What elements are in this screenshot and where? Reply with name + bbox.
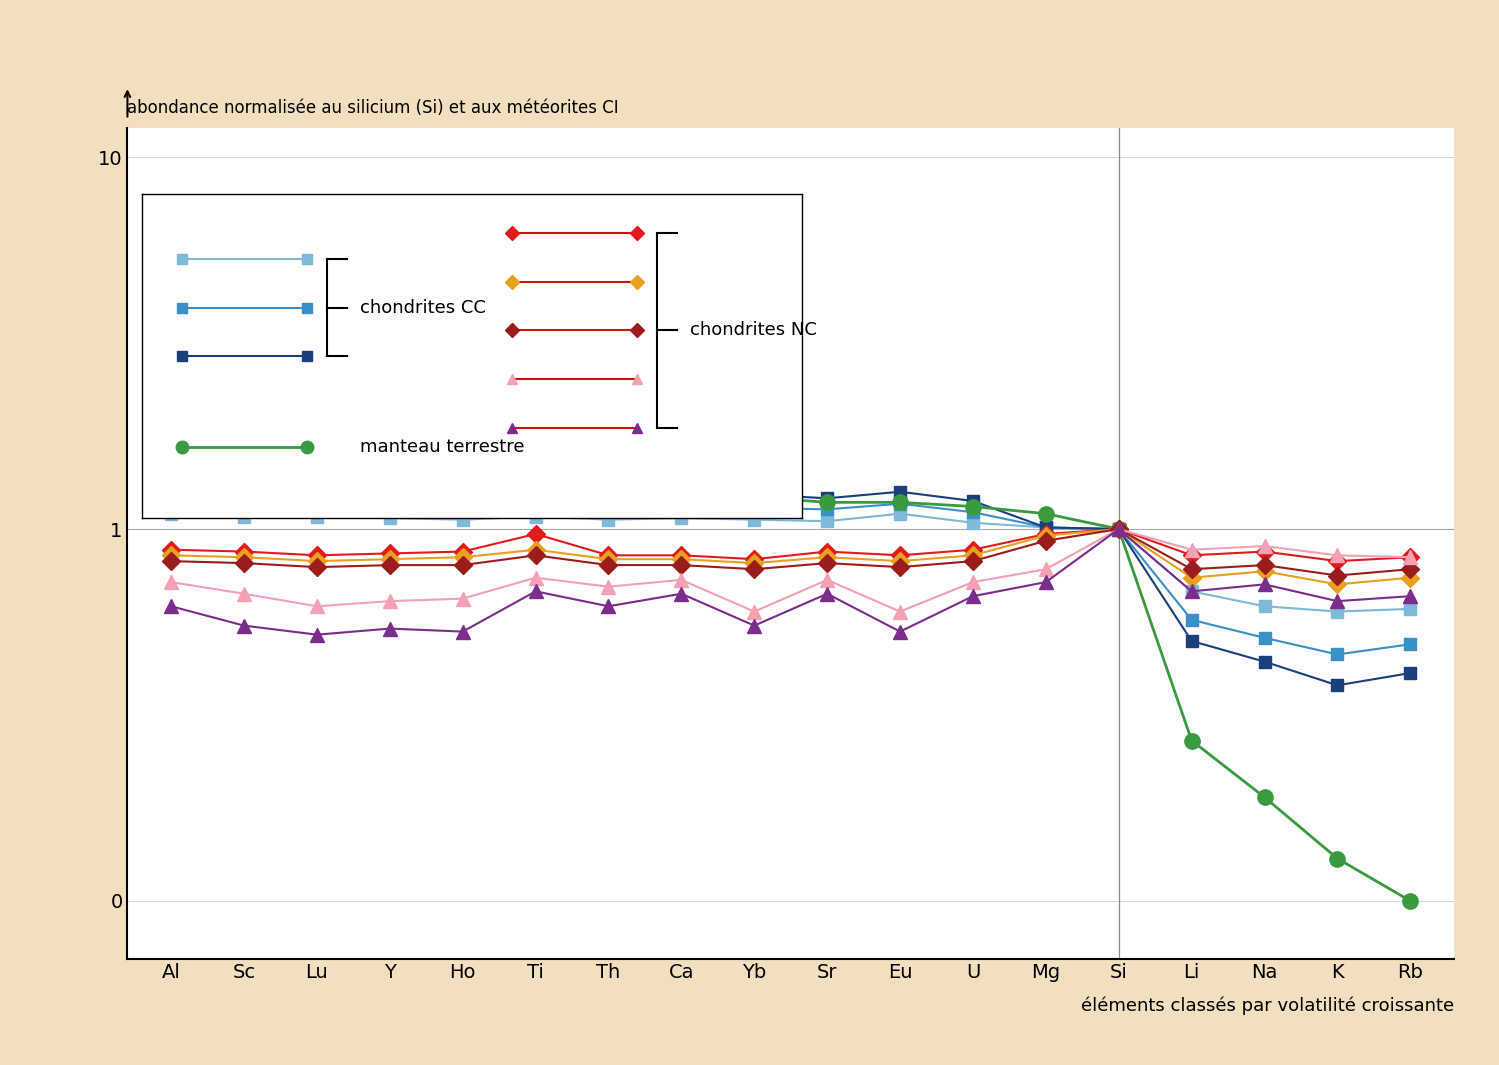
Text: manteau terrestre: manteau terrestre — [360, 438, 525, 456]
Text: chondrites CC: chondrites CC — [360, 298, 486, 316]
Text: abondance normalisée au silicium (Si) et aux météorites CI: abondance normalisée au silicium (Si) et… — [127, 99, 619, 117]
X-axis label: éléments classés par volatilité croissante: éléments classés par volatilité croissan… — [1081, 996, 1454, 1015]
Text: chondrites NC: chondrites NC — [690, 322, 817, 340]
